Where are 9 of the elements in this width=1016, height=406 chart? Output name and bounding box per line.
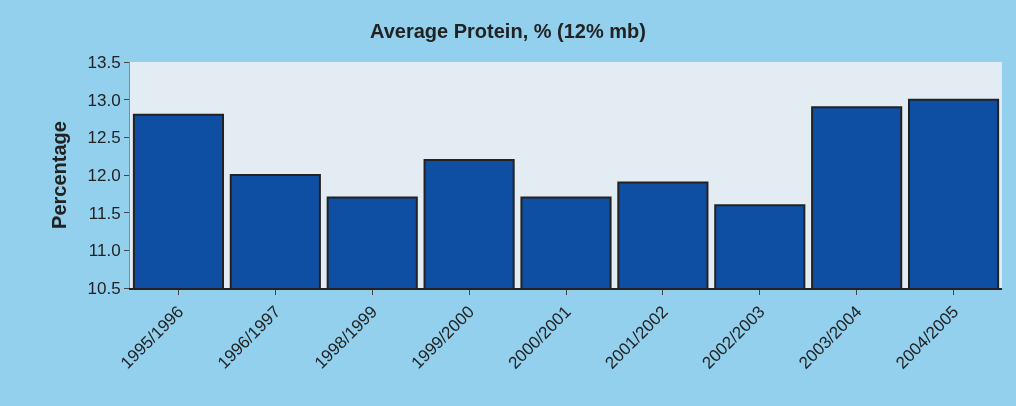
y-tick-label: 11.0 <box>88 241 121 261</box>
y-tick-label: 12.5 <box>87 128 121 148</box>
chart-title: Average Protein, % (12% mb) <box>369 20 647 43</box>
y-tick-label: 10.5 <box>87 278 121 298</box>
y-tick-label: 13.5 <box>87 52 121 72</box>
y-tick-label: 11.5 <box>88 203 121 223</box>
y-tick-label: 13.0 <box>87 90 121 110</box>
y-tick-label: 12.0 <box>87 165 121 185</box>
y-axis-title: Percentage <box>48 121 71 229</box>
